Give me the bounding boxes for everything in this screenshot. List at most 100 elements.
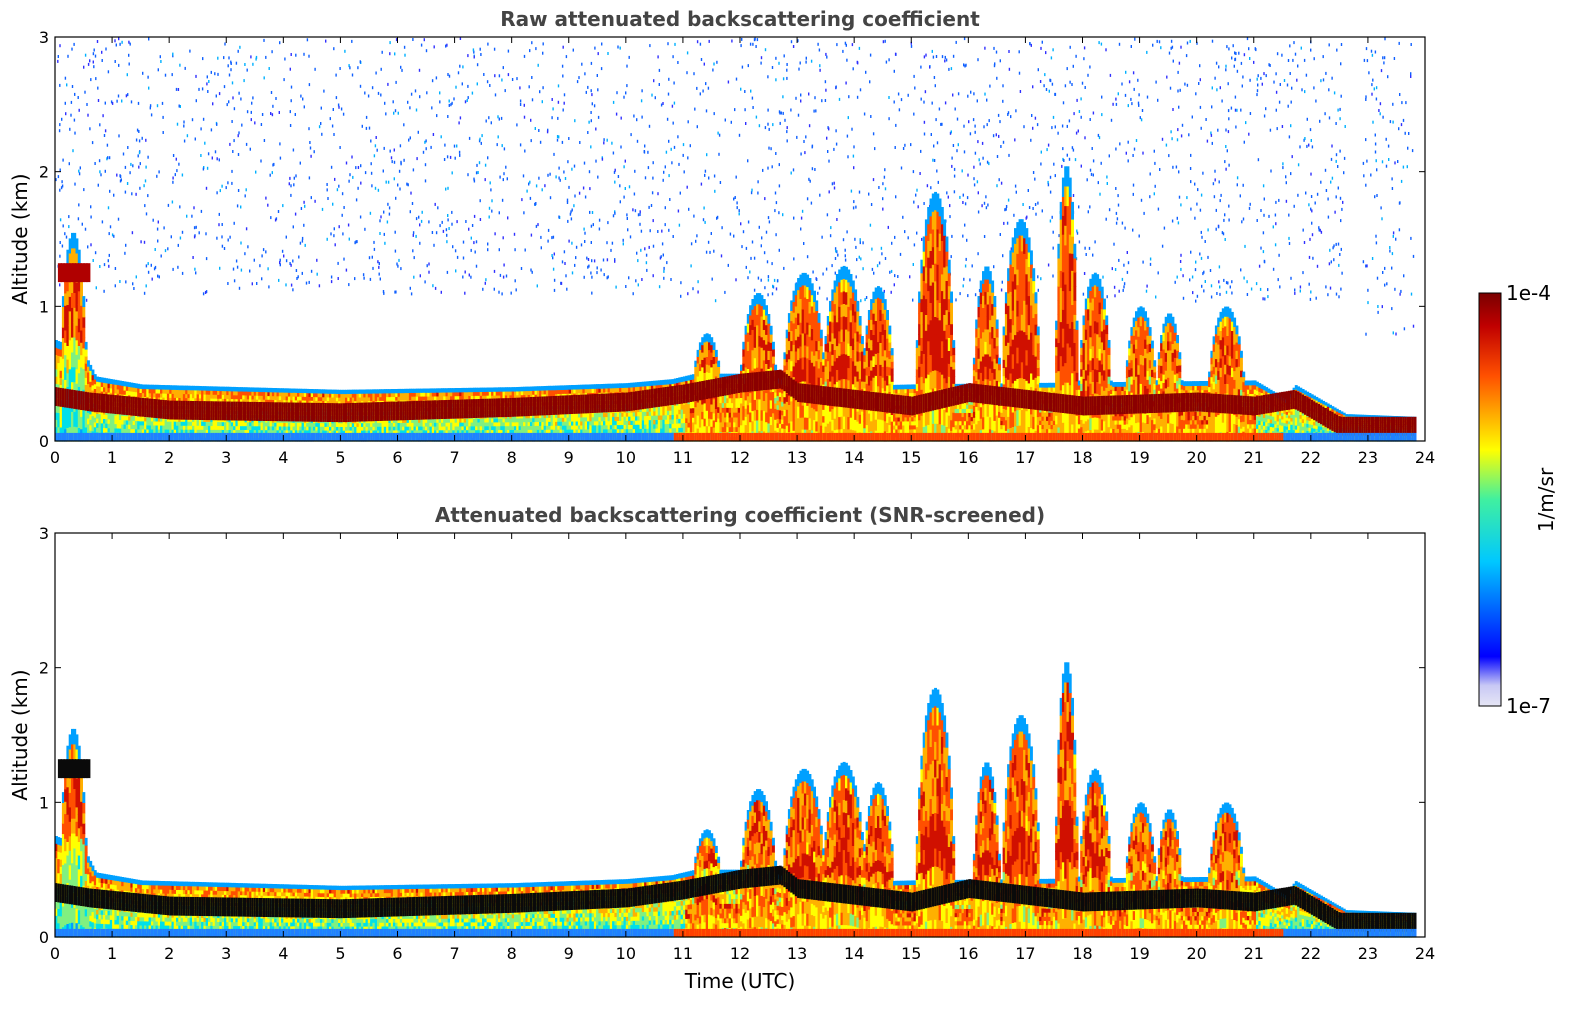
noise-speckle [1297, 193, 1299, 197]
noise-speckle [498, 290, 500, 294]
noise-speckle [414, 89, 417, 93]
noise-speckle [717, 131, 719, 135]
noise-speckle [370, 162, 372, 166]
noise-speckle [1053, 162, 1055, 166]
noise-speckle [1304, 137, 1306, 140]
noise-speckle [1285, 199, 1288, 203]
backscatter-cell [100, 427, 104, 433]
backscatter-cell [182, 385, 186, 391]
backscatter-cell [105, 418, 109, 424]
backscatter-cell [109, 427, 113, 433]
noise-speckle [658, 68, 661, 72]
surface-cell [386, 432, 389, 441]
noise-speckle [1261, 82, 1263, 86]
backscatter-cell [287, 426, 291, 431]
backscatter-cell [379, 389, 383, 394]
backscatter-cell [208, 421, 211, 426]
backscatter-cell [361, 396, 364, 402]
noise-speckle [179, 205, 181, 209]
noise-speckle [344, 49, 346, 53]
backscatter-cell [349, 426, 353, 431]
surface-cell [189, 432, 193, 441]
noise-speckle [1145, 289, 1148, 293]
noise-speckle [786, 126, 788, 130]
noise-speckle [648, 124, 651, 128]
noise-speckle [1248, 206, 1251, 210]
noise-speckle [357, 186, 359, 190]
backscatter-cell [77, 372, 81, 387]
backscatter-cell [155, 384, 159, 390]
noise-speckle [767, 278, 770, 282]
surface-cell [301, 432, 305, 441]
noise-speckle [967, 173, 969, 177]
noise-speckle [844, 254, 846, 258]
backscatter-cell [201, 425, 204, 430]
noise-speckle [338, 225, 340, 229]
surface-cell [93, 432, 97, 441]
backscatter-cell [342, 400, 346, 406]
noise-speckle [817, 42, 819, 46]
backscatter-cell [356, 396, 360, 402]
noise-speckle [1311, 221, 1313, 225]
noise-speckle [597, 115, 600, 119]
backscatter-cell [100, 377, 104, 383]
noise-speckle [1367, 301, 1369, 305]
backscatter-cell [326, 422, 330, 427]
noise-speckle [661, 229, 663, 233]
backscatter-cell [164, 397, 168, 402]
noise-speckle [751, 240, 754, 244]
noise-speckle [330, 280, 333, 284]
noise-speckle [1339, 149, 1341, 153]
noise-speckle [952, 144, 955, 147]
backscatter-cell [226, 390, 230, 396]
noise-speckle [561, 140, 564, 144]
noise-speckle [973, 177, 975, 181]
backscatter-cell [89, 424, 93, 431]
noise-speckle [520, 267, 523, 270]
noise-speckle [1224, 213, 1226, 217]
backscatter-cell [233, 425, 236, 431]
noise-speckle [171, 73, 173, 77]
noise-speckle [177, 265, 179, 269]
surface-cell [105, 432, 109, 441]
strong-layer-cell [358, 402, 362, 422]
noise-speckle [686, 51, 689, 55]
surface-cell [214, 432, 218, 441]
backscatter-cell [59, 341, 63, 350]
backscatter-cell [75, 339, 79, 355]
backscatter-cell [269, 391, 273, 397]
backscatter-cell [313, 426, 316, 431]
noise-speckle [584, 231, 586, 235]
noise-speckle [464, 291, 466, 295]
noise-speckle [1322, 78, 1325, 82]
backscatter-cell [89, 370, 93, 377]
noise-speckle [588, 120, 590, 124]
noise-speckle [439, 224, 441, 228]
noise-speckle [846, 134, 849, 138]
noise-speckle [386, 220, 389, 224]
backscatter-cell [169, 385, 173, 390]
noise-speckle [247, 245, 249, 249]
noise-speckle [859, 238, 861, 242]
noise-speckle [583, 275, 585, 279]
backscatter-cell [367, 422, 371, 427]
noise-speckle [614, 259, 616, 263]
backscatter-cell [93, 412, 97, 418]
noise-speckle [668, 139, 670, 143]
backscatter-cell [155, 420, 159, 426]
noise-speckle [992, 134, 995, 138]
noise-speckle [887, 225, 889, 229]
noise-speckle [206, 75, 208, 79]
noise-speckle [745, 246, 748, 250]
backscatter-cell [75, 281, 79, 297]
noise-speckle [1392, 331, 1394, 335]
strong-layer-cell [107, 394, 111, 414]
noise-speckle [944, 101, 947, 105]
noise-speckle [107, 206, 110, 210]
strong-layer-cell [208, 401, 211, 421]
noise-speckle [606, 138, 608, 142]
noise-speckle [167, 247, 169, 251]
backscatter-cell [235, 394, 239, 400]
backscatter-cell [253, 391, 257, 396]
backscatter-cell [75, 310, 79, 326]
